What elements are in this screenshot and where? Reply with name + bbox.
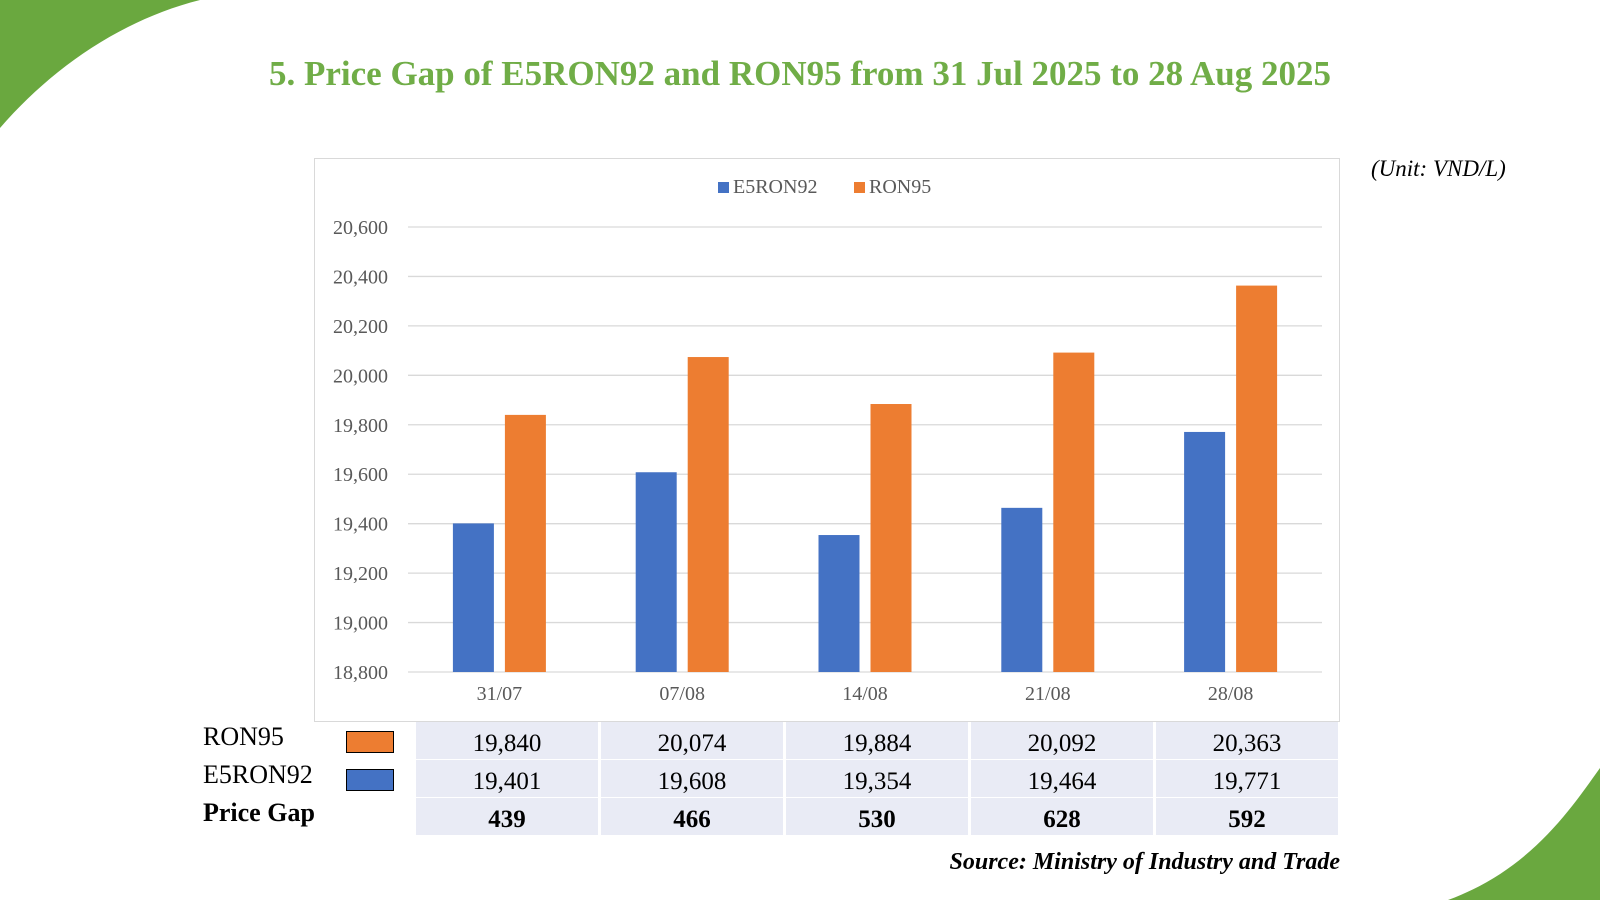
- table-cell: 19,464: [968, 760, 1153, 798]
- row-label: RON95: [203, 722, 284, 751]
- y-tick-label: 20,600: [333, 217, 388, 239]
- y-tick-label: 19,000: [333, 613, 388, 635]
- x-tick-label: 07/08: [659, 683, 705, 705]
- table-cell: 628: [968, 798, 1153, 836]
- y-tick-label: 19,800: [333, 415, 388, 437]
- chart-area: 18,800 19,000 19,200 19,400 19,600 19,800 20,0…: [314, 158, 1340, 722]
- top-left-corner-decoration: [0, 0, 200, 128]
- table-cell: 19,401: [413, 760, 598, 798]
- bar-chart: 18,800 19,000 19,200 19,400 19,600 19,800 20,0…: [333, 176, 1322, 705]
- table-row: RON95 19,840 20,074 19,884 20,092 20,363: [203, 722, 1338, 760]
- table-row: Price Gap 439 466 530 628 592: [203, 798, 1338, 836]
- bar-e5ron92-21-08: [1001, 507, 1043, 672]
- source-note: Source: Ministry of Industry and Trade: [949, 849, 1341, 875]
- y-tick-label: 19,400: [333, 514, 388, 536]
- table-cell: 19,840: [413, 722, 598, 760]
- table-cell: 19,608: [598, 760, 783, 798]
- y-tick-label: 19,600: [333, 464, 388, 486]
- legend-label-e5ron92: E5RON92: [733, 176, 817, 198]
- row-label-cell: RON95: [203, 722, 413, 760]
- legend-swatch-e5ron92: [718, 182, 729, 193]
- y-tick-label: 19,200: [333, 563, 388, 585]
- table-cell: 530: [783, 798, 968, 836]
- page-title: 5. Price Gap of E5RON92 and RON95 from 3…: [269, 54, 1331, 93]
- y-tick-label: 20,400: [333, 266, 388, 288]
- table-cell: 19,884: [783, 722, 968, 760]
- row-label-cell: Price Gap: [203, 798, 413, 836]
- bar-e5ron92-07-08: [635, 472, 677, 672]
- bar-ron95-31-07: [504, 414, 546, 672]
- bar-e5ron92-14-08: [818, 535, 860, 672]
- bar-ron95-21-08: [1053, 352, 1095, 672]
- table-cell: 20,363: [1153, 722, 1338, 760]
- table-row: E5RON92 19,401 19,608 19,354 19,464 19,771: [203, 760, 1338, 798]
- table-cell: 19,354: [783, 760, 968, 798]
- bar-ron95-28-08: [1236, 285, 1278, 672]
- table-cell: 19,771: [1153, 760, 1338, 798]
- row-label: E5RON92: [203, 760, 313, 789]
- legend-label-ron95: RON95: [869, 176, 931, 198]
- x-tick-label: 21/08: [1025, 683, 1071, 705]
- bar-e5ron92-31-07: [452, 523, 494, 672]
- y-tick-label: 20,000: [333, 365, 388, 387]
- legend-swatch-ron95: [346, 731, 394, 753]
- unit-note: (Unit: VND/L): [1371, 156, 1506, 181]
- table-cell: 20,092: [968, 722, 1153, 760]
- bar-ron95-07-08: [687, 357, 729, 672]
- bottom-right-corner-decoration: [1448, 768, 1600, 900]
- bar-e5ron92-28-08: [1184, 431, 1226, 672]
- table-cell: 20,074: [598, 722, 783, 760]
- x-tick-label: 14/08: [842, 683, 888, 705]
- y-tick-label: 20,200: [333, 316, 388, 338]
- row-label-cell: E5RON92: [203, 760, 413, 798]
- row-label: Price Gap: [203, 798, 315, 827]
- table-cell: 592: [1153, 798, 1338, 836]
- x-tick-label: 28/08: [1208, 683, 1254, 705]
- legend-swatch-ron95: [854, 182, 865, 193]
- table-cell: 466: [598, 798, 783, 836]
- bar-ron95-14-08: [870, 404, 912, 672]
- y-tick-label: 18,800: [333, 662, 388, 684]
- x-tick-label: 31/07: [477, 683, 523, 705]
- legend-swatch-e5ron92: [346, 769, 394, 791]
- table-cell: 439: [413, 798, 598, 836]
- data-table: RON95 19,840 20,074 19,884 20,092 20,363 E5RON…: [203, 722, 1338, 836]
